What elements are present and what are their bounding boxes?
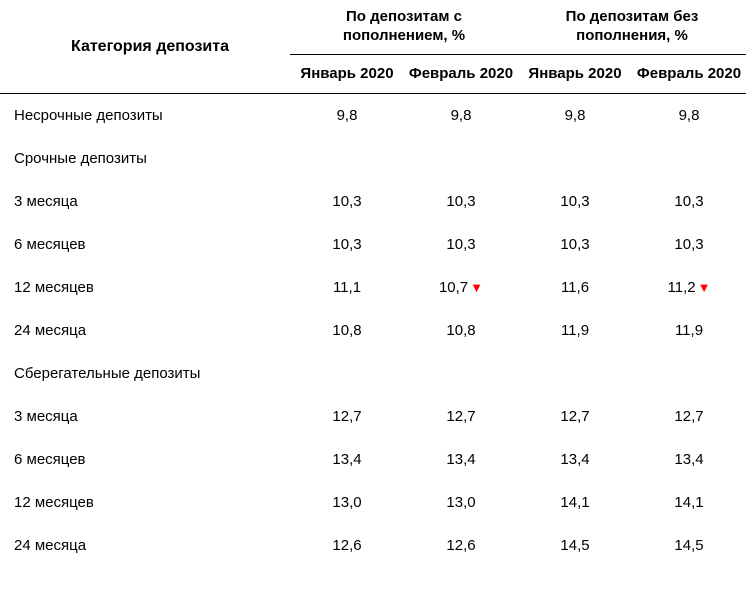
row-label: 24 месяца <box>0 524 290 567</box>
cell-value: 10,3 <box>404 223 518 266</box>
cell-value: 12,7 <box>290 395 404 438</box>
cell-value: 13,4 <box>404 438 518 481</box>
table-row: 12 месяцев11,110,7▼11,611,2▼ <box>0 266 746 309</box>
cell-value: 10,3 <box>632 180 746 223</box>
cell-value: 12,6 <box>290 524 404 567</box>
cell-value <box>632 137 746 180</box>
cell-value: 14,1 <box>518 481 632 524</box>
cell-value: 11,9 <box>518 309 632 352</box>
cell-value <box>404 137 518 180</box>
cell-value: 14,5 <box>632 524 746 567</box>
cell-value <box>290 137 404 180</box>
cell-value <box>518 137 632 180</box>
cell-value: 10,3 <box>518 180 632 223</box>
cell-value: 12,7 <box>518 395 632 438</box>
col-header-with-jan: Январь 2020 <box>290 54 404 94</box>
col-header-with-feb: Февраль 2020 <box>404 54 518 94</box>
table-row: 3 месяца10,310,310,310,3 <box>0 180 746 223</box>
cell-value: 10,8 <box>290 309 404 352</box>
row-label: 24 месяца <box>0 309 290 352</box>
cell-value: 11,9 <box>632 309 746 352</box>
cell-value: 10,3 <box>404 180 518 223</box>
cell-value: 11,2▼ <box>632 266 746 309</box>
col-header-without-feb: Февраль 2020 <box>632 54 746 94</box>
cell-value: 10,3 <box>290 223 404 266</box>
deposit-rates-table: Категория депозита По депозитам с пополн… <box>0 0 746 567</box>
cell-value: 9,8 <box>632 94 746 138</box>
cell-value: 13,4 <box>518 438 632 481</box>
row-label: Сберегательные депозиты <box>0 352 290 395</box>
cell-value <box>404 352 518 395</box>
cell-value: 13,4 <box>632 438 746 481</box>
cell-value: 10,3 <box>632 223 746 266</box>
cell-value: 11,1 <box>290 266 404 309</box>
cell-value: 14,1 <box>632 481 746 524</box>
col-header-category: Категория депозита <box>0 0 290 94</box>
row-label: 6 месяцев <box>0 223 290 266</box>
row-label: Несрочные депозиты <box>0 94 290 138</box>
table-row: 12 месяцев13,013,014,114,1 <box>0 481 746 524</box>
cell-value <box>290 352 404 395</box>
row-label: 6 месяцев <box>0 438 290 481</box>
cell-value: 13,0 <box>290 481 404 524</box>
cell-value: 10,7▼ <box>404 266 518 309</box>
row-label: 12 месяцев <box>0 266 290 309</box>
col-group-without-topup: По депозитам без пополнения, % <box>518 0 746 54</box>
table-row: Несрочные депозиты9,89,89,89,8 <box>0 94 746 138</box>
row-label: 3 месяца <box>0 180 290 223</box>
cell-value: 11,6 <box>518 266 632 309</box>
cell-value: 13,4 <box>290 438 404 481</box>
table-row: 24 месяца10,810,811,911,9 <box>0 309 746 352</box>
table-row: 3 месяца12,712,712,712,7 <box>0 395 746 438</box>
col-group-with-topup: По депозитам с пополнением, % <box>290 0 518 54</box>
cell-value: 12,6 <box>404 524 518 567</box>
cell-value: 9,8 <box>290 94 404 138</box>
trend-down-icon: ▼ <box>470 280 483 295</box>
cell-value: 12,7 <box>404 395 518 438</box>
col-header-without-jan: Январь 2020 <box>518 54 632 94</box>
table-row: 6 месяцев13,413,413,413,4 <box>0 438 746 481</box>
cell-value: 10,3 <box>518 223 632 266</box>
table-row: 24 месяца12,612,614,514,5 <box>0 524 746 567</box>
deposit-rates-body: Несрочные депозиты9,89,89,89,8Срочные де… <box>0 94 746 568</box>
cell-value <box>518 352 632 395</box>
row-label: Срочные депозиты <box>0 137 290 180</box>
row-label: 3 месяца <box>0 395 290 438</box>
cell-value: 9,8 <box>518 94 632 138</box>
table-row: Срочные депозиты <box>0 137 746 180</box>
cell-value: 14,5 <box>518 524 632 567</box>
cell-value <box>632 352 746 395</box>
cell-value: 10,3 <box>290 180 404 223</box>
cell-value: 13,0 <box>404 481 518 524</box>
cell-value: 12,7 <box>632 395 746 438</box>
cell-value: 9,8 <box>404 94 518 138</box>
cell-value: 10,8 <box>404 309 518 352</box>
table-row: 6 месяцев10,310,310,310,3 <box>0 223 746 266</box>
table-row: Сберегательные депозиты <box>0 352 746 395</box>
row-label: 12 месяцев <box>0 481 290 524</box>
trend-down-icon: ▼ <box>698 280 711 295</box>
